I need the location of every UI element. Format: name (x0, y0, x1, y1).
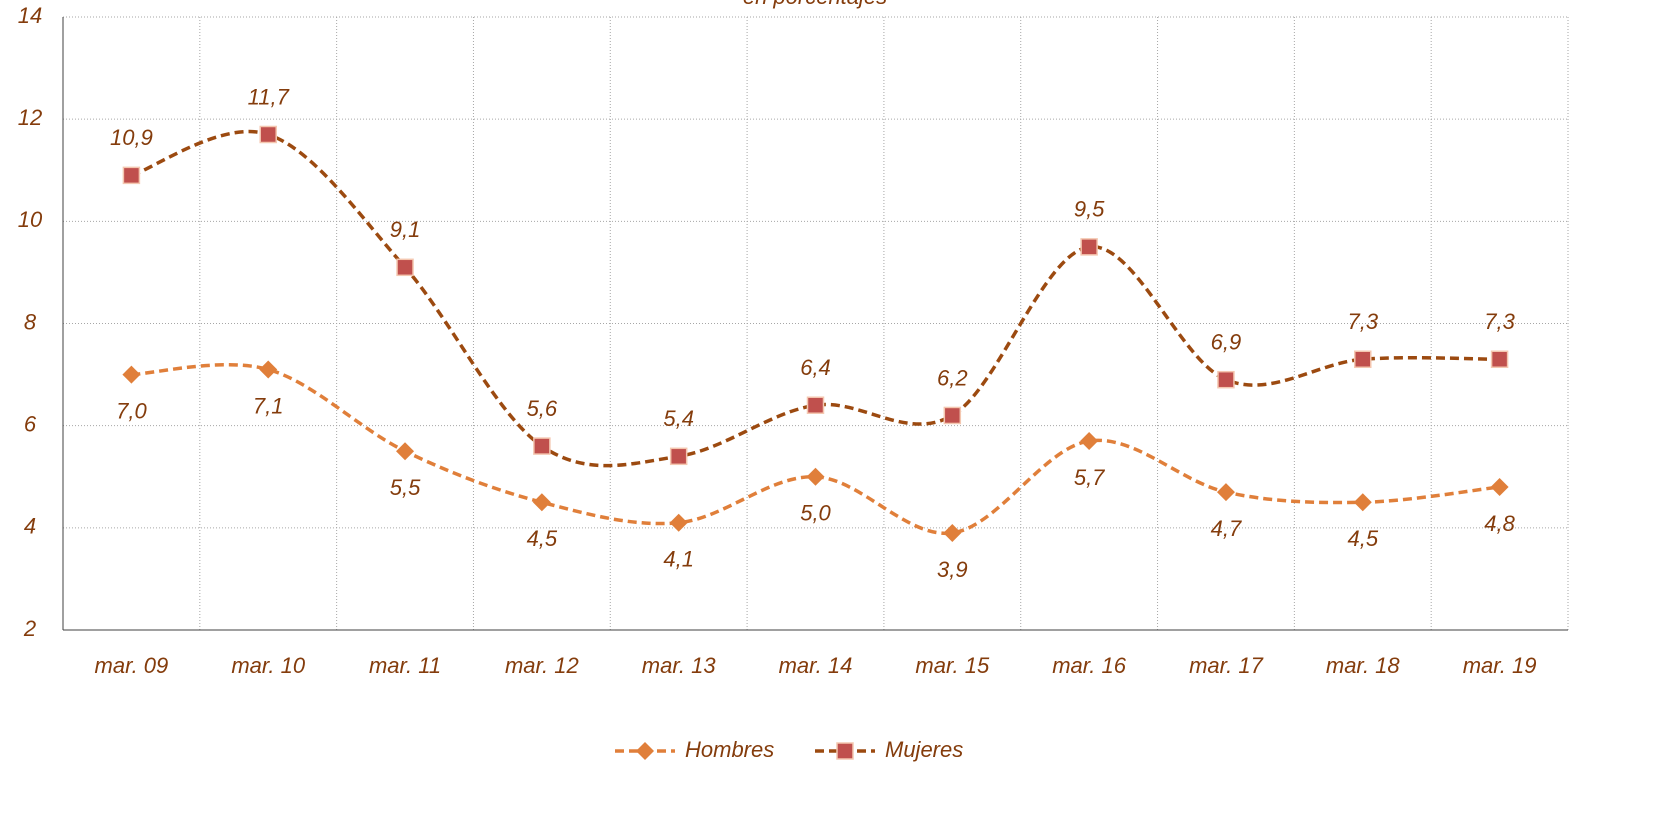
data-label: 5,6 (527, 396, 558, 421)
marker (943, 523, 962, 542)
marker (669, 513, 688, 532)
x-tick-label: mar. 10 (231, 653, 306, 678)
x-tick-label: mar. 16 (1052, 653, 1127, 678)
series-line (130, 129, 1500, 468)
marker (1354, 350, 1372, 369)
marker (1080, 238, 1098, 256)
marker (636, 742, 654, 760)
marker (396, 258, 414, 277)
marker (259, 125, 277, 144)
data-label: 5,4 (663, 406, 694, 431)
marker (532, 493, 551, 512)
data-label: 7,3 (1484, 309, 1515, 334)
data-label: 5,0 (800, 501, 831, 526)
x-tick-label: mar. 12 (505, 653, 579, 678)
marker (836, 742, 854, 760)
x-tick-label: mar. 17 (1189, 653, 1264, 678)
data-label: 6,4 (800, 355, 831, 380)
data-label: 4,5 (1347, 526, 1378, 551)
marker (1216, 483, 1235, 502)
marker (259, 360, 278, 379)
data-label: 9,5 (1074, 197, 1105, 222)
marker (806, 467, 825, 486)
marker (1353, 493, 1372, 512)
y-tick-label: 4 (24, 514, 36, 539)
y-tick-label: 12 (18, 105, 42, 130)
data-label: 7,1 (253, 393, 284, 418)
data-label: 3,9 (937, 557, 968, 582)
x-tick-label: mar. 15 (915, 653, 990, 678)
data-label: 4,8 (1484, 511, 1515, 536)
chart-subtitle: en porcentajes (743, 0, 887, 9)
data-label: 9,1 (390, 217, 421, 242)
data-label: 6,2 (937, 365, 968, 390)
y-tick-label: 2 (23, 616, 36, 641)
y-tick-label: 14 (18, 3, 42, 28)
marker (1490, 350, 1509, 369)
data-label: 5,5 (390, 475, 421, 500)
legend-label: Hombres (685, 737, 774, 762)
data-label: 4,7 (1211, 516, 1242, 541)
data-label: 6,9 (1211, 330, 1242, 355)
marker (533, 437, 551, 455)
data-label: 4,1 (663, 547, 694, 572)
data-label: 5,7 (1074, 465, 1105, 490)
x-tick-label: mar. 13 (642, 653, 717, 678)
marker (1080, 431, 1099, 450)
data-label: 7,0 (116, 398, 147, 423)
y-tick-label: 10 (18, 207, 43, 232)
legend-label: Mujeres (885, 737, 963, 762)
marker (1490, 477, 1509, 496)
marker (122, 166, 141, 185)
y-tick-label: 6 (24, 411, 37, 436)
marker (669, 447, 688, 466)
data-label: 11,7 (248, 84, 290, 109)
marker (806, 396, 825, 414)
x-tick-label: mar. 11 (369, 653, 441, 678)
marker (396, 442, 415, 461)
data-label: 7,3 (1347, 309, 1378, 334)
marker (122, 365, 141, 384)
data-label: 4,5 (527, 526, 558, 551)
marker (1217, 370, 1235, 389)
y-tick-label: 8 (24, 309, 37, 334)
x-tick-label: mar. 09 (95, 653, 169, 678)
x-tick-label: mar. 19 (1463, 653, 1537, 678)
x-tick-label: mar. 14 (779, 653, 853, 678)
marker (943, 406, 962, 425)
data-label: 10,9 (110, 125, 153, 150)
x-tick-label: mar. 18 (1326, 653, 1401, 678)
